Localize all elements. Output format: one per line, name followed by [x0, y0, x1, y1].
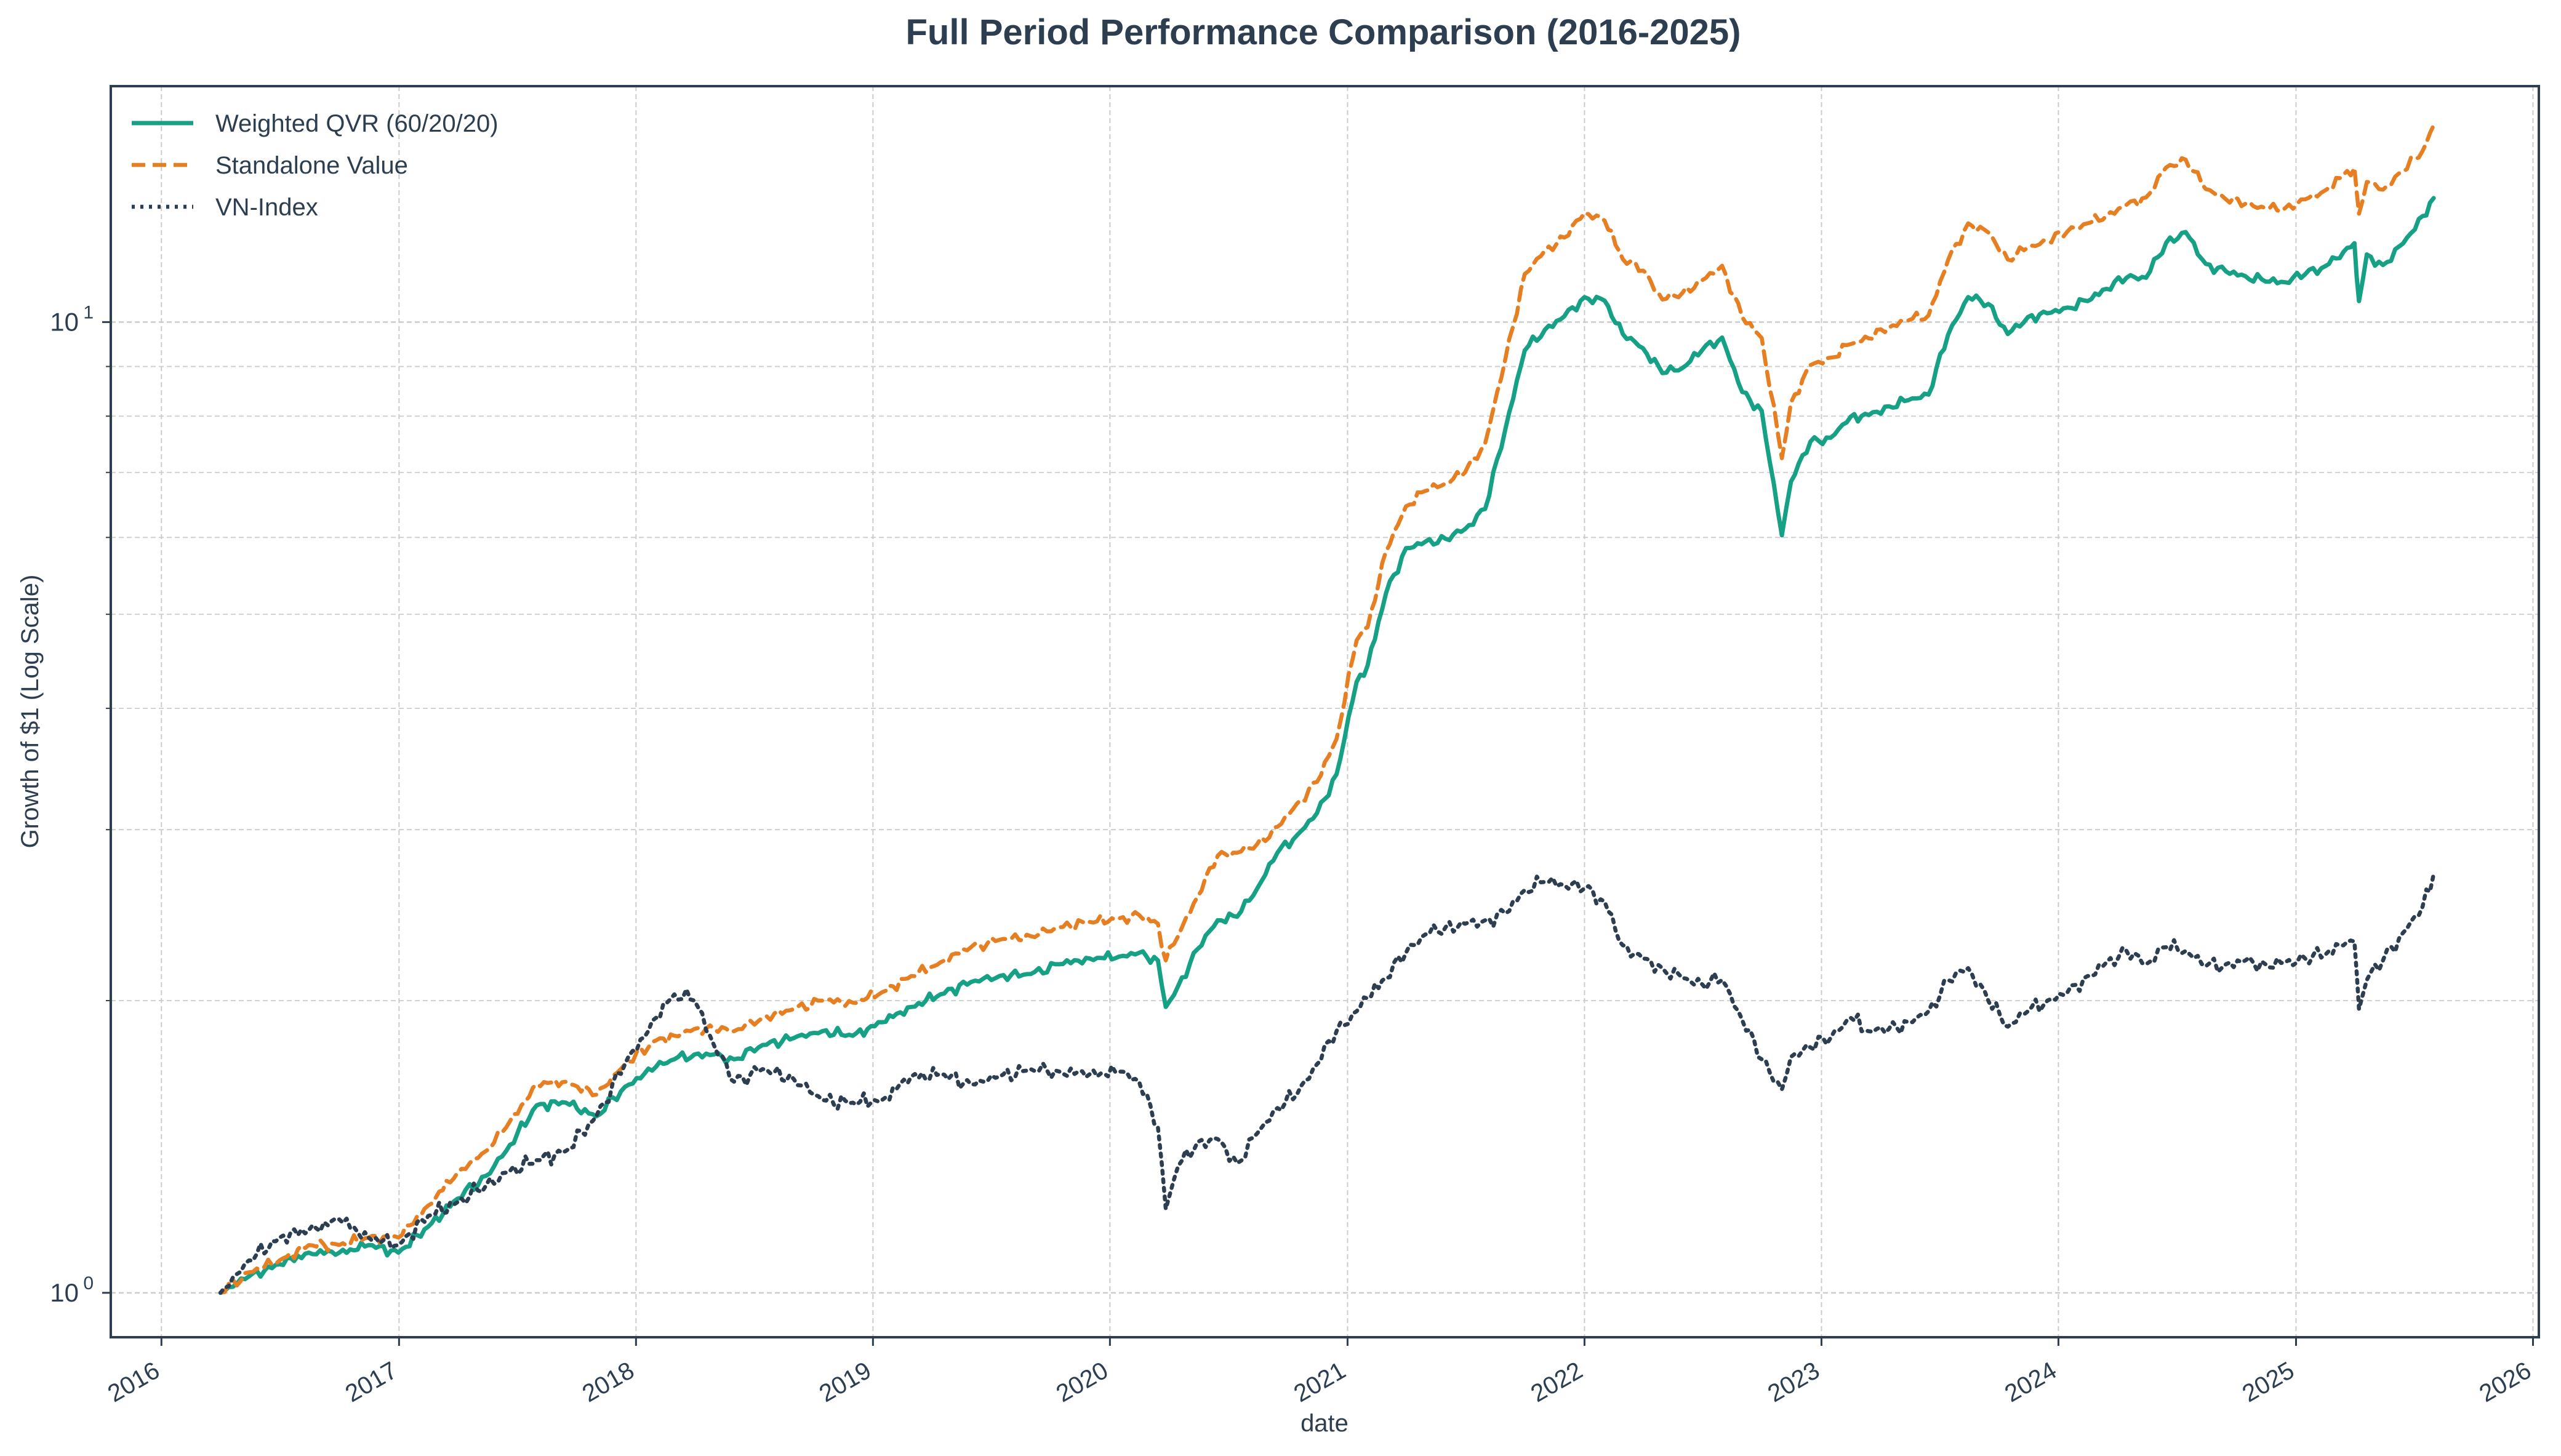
series-layer: [218, 123, 2436, 1295]
y-axis-label: Growth of $1 (Log Scale): [17, 575, 44, 849]
plot-frame: [110, 85, 2540, 1338]
legend: Weighted QVR (60/20/20) Standalone Value V…: [132, 110, 499, 221]
legend-label-2: VN-Index: [215, 194, 318, 221]
y-tick-label-10: 10: [50, 307, 79, 336]
legend-label-1: Standalone Value: [215, 152, 408, 179]
x-axis-label: date: [1301, 1410, 1349, 1437]
series-line-weighted-qvr-60-20-20: [218, 196, 2436, 1295]
series-line-vn-index: [218, 872, 2436, 1295]
y-tick-label-1: 10: [50, 1278, 79, 1307]
chart-title: Full Period Performance Comparison (2016…: [906, 12, 1741, 52]
y-tick-exponent-1: 0: [83, 1273, 94, 1294]
grid: [111, 86, 2539, 1337]
y-tick-exponent-10: 1: [83, 302, 94, 322]
series-line-standalone-value: [218, 123, 2436, 1295]
legend-label-0: Weighted QVR (60/20/20): [215, 110, 499, 137]
